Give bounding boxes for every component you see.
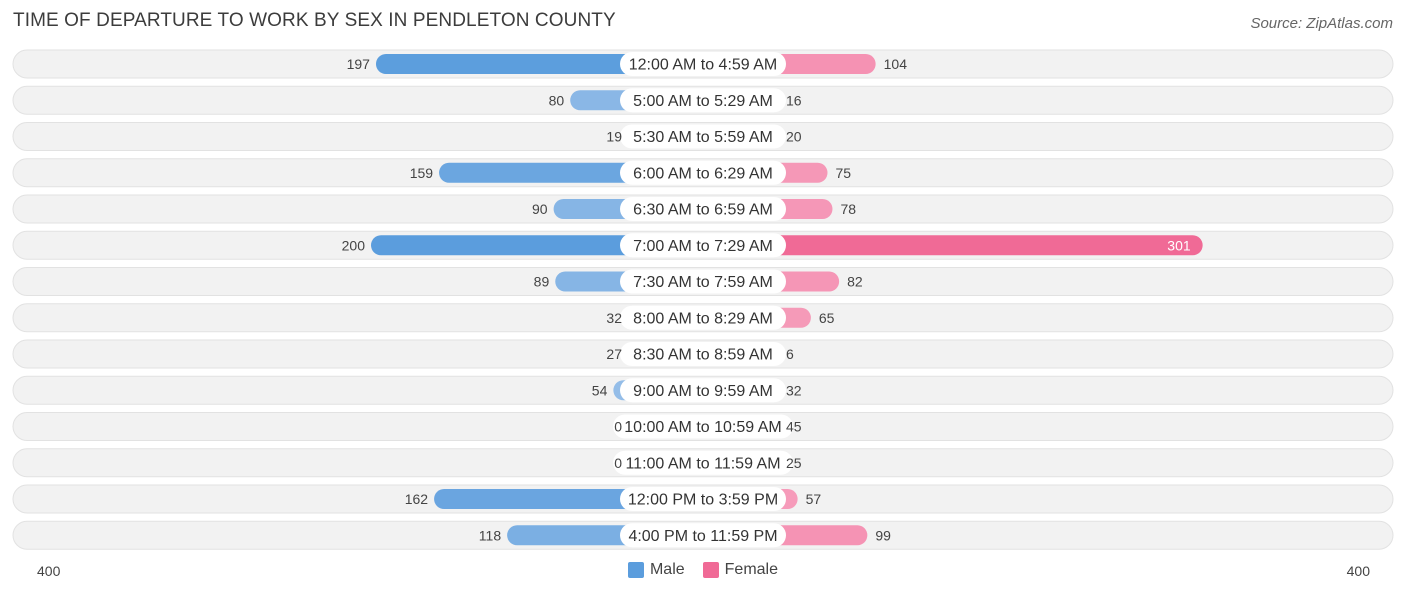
axis-tick-right: 400 (1347, 563, 1371, 579)
legend: Male Female (0, 561, 1406, 579)
category-label: 4:00 PM to 11:59 PM (628, 528, 777, 545)
value-label-male: 159 (410, 165, 434, 181)
category-label: 9:00 AM to 9:59 AM (633, 383, 773, 400)
category-label-pill (620, 124, 786, 149)
category-label-pill (620, 305, 786, 330)
category-label: 6:30 AM to 6:59 AM (633, 202, 773, 219)
legend-item-male: Male (627, 561, 685, 579)
legend-label-male: Male (649, 561, 685, 578)
value-label-female: 57 (806, 491, 822, 507)
legend-swatch-female (702, 562, 719, 578)
category-label: 8:00 AM to 8:29 AM (633, 310, 773, 327)
category-label: 6:00 AM to 6:29 AM (633, 165, 773, 182)
category-label-pill (620, 378, 786, 403)
value-label-male: 90 (532, 201, 548, 217)
category-label-pill (613, 450, 793, 475)
category-label-pill (620, 160, 786, 185)
category-label: 5:30 AM to 5:59 AM (633, 129, 773, 146)
bar-male (371, 235, 703, 256)
value-label-male: 162 (405, 491, 429, 507)
value-label-male: 0 (614, 419, 622, 435)
value-label-female: 82 (847, 274, 863, 290)
category-label: 7:30 AM to 7:59 AM (633, 274, 773, 291)
value-label-female: 45 (786, 419, 802, 435)
value-label-male: 19 (606, 129, 622, 145)
value-label-male: 200 (342, 237, 366, 253)
value-label-male: 89 (534, 274, 550, 290)
category-label: 11:00 AM to 11:59 AM (625, 455, 780, 472)
value-label-male: 27 (606, 346, 622, 362)
category-label-pill (620, 342, 786, 366)
category-label-pill (613, 414, 793, 439)
value-label-male: 0 (614, 455, 622, 471)
value-label-male: 54 (592, 382, 608, 398)
value-label-female: 99 (875, 527, 891, 543)
category-label-pill (620, 523, 786, 548)
category-label: 8:30 AM to 8:59 AM (633, 347, 773, 364)
value-label-female: 65 (819, 310, 835, 326)
category-label-pill (620, 487, 786, 511)
value-label-female: 20 (786, 129, 802, 145)
category-label: 5:00 AM to 5:29 AM (633, 93, 773, 110)
category-label: 10:00 AM to 10:59 AM (624, 419, 781, 436)
category-label: 7:00 AM to 7:29 AM (633, 238, 773, 255)
value-label-female: 16 (786, 92, 802, 108)
value-label-female: 25 (786, 455, 802, 471)
category-label: 12:00 PM to 3:59 PM (628, 492, 778, 509)
legend-swatch-male (627, 562, 644, 578)
category-label-pill (620, 197, 786, 221)
category-label-pill (620, 52, 786, 76)
value-label-female: 32 (786, 382, 802, 398)
value-label-female: 75 (836, 165, 852, 181)
value-label-male: 80 (549, 92, 565, 108)
value-label-male: 197 (347, 56, 371, 72)
value-label-male: 32 (606, 310, 622, 326)
source-label: Source: ZipAtlas.com (1250, 15, 1393, 32)
legend-item-female: Female (702, 561, 779, 579)
legend-label-female: Female (724, 561, 779, 578)
category-label-pill (620, 233, 786, 258)
value-label-female: 78 (840, 201, 856, 217)
value-label-female: 6 (786, 346, 794, 362)
value-label-female: 301 (1167, 237, 1191, 253)
category-label-pill (620, 269, 786, 294)
bar-female (703, 235, 1203, 256)
value-label-female: 104 (884, 56, 908, 72)
category-label: 12:00 AM to 4:59 AM (629, 57, 778, 74)
category-label-pill (620, 88, 786, 113)
axis-tick-left: 400 (37, 563, 61, 579)
value-label-male: 118 (479, 527, 502, 543)
chart-title: TIME OF DEPARTURE TO WORK BY SEX IN PEND… (13, 10, 616, 31)
